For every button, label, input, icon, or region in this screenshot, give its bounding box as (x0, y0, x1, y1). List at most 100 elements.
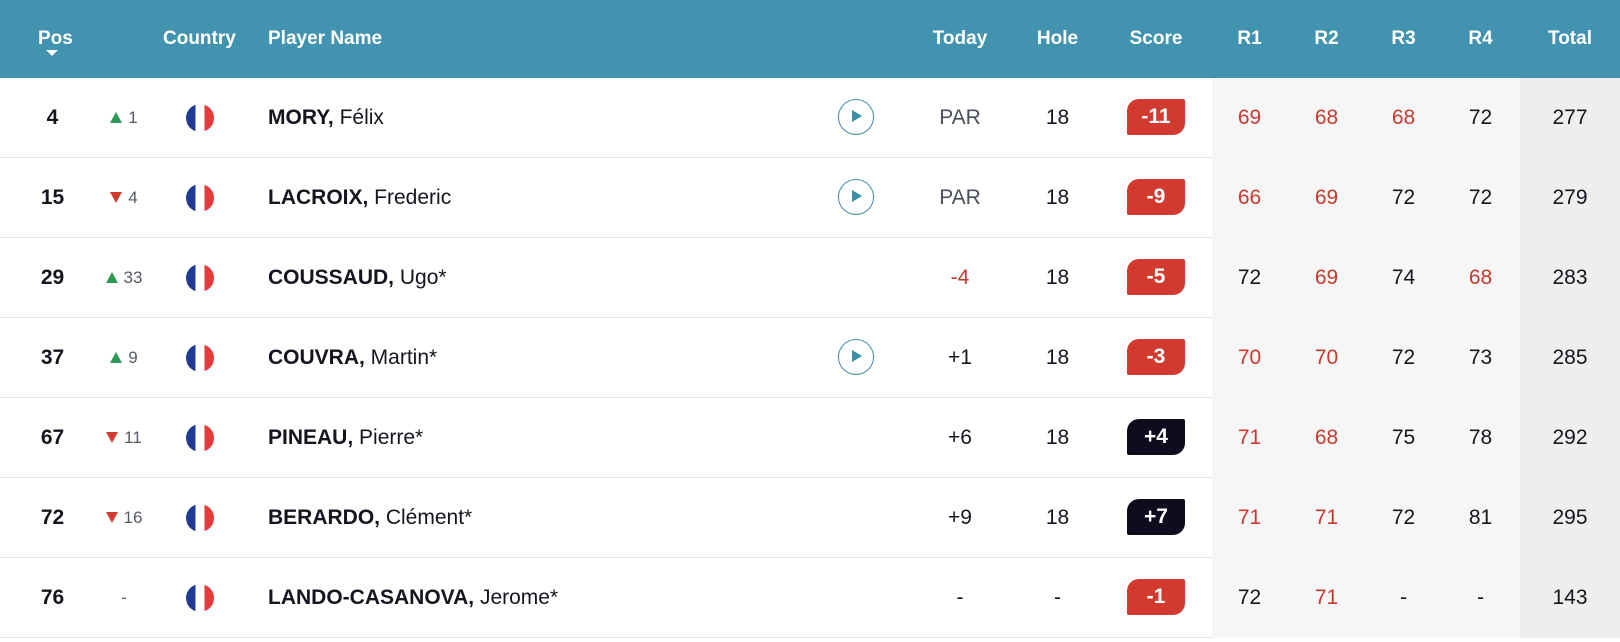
arrow-up-icon (110, 112, 123, 123)
today-score: PAR (939, 106, 981, 129)
today-score: +6 (948, 426, 972, 449)
round-r1-score: 66 (1237, 186, 1262, 209)
column-header-hole: Hole (1036, 28, 1079, 49)
player-row[interactable]: 76 - LANDO-CASANOVA, Jerome* - - -1 72 71 - - 143 (0, 558, 1620, 638)
player-row[interactable]: 67 11 PINEAU, Pierre* +6 18 +4 71 68 75 78 292 (0, 398, 1620, 478)
total-score: 292 (1552, 426, 1588, 449)
position: 15 (40, 186, 65, 209)
total-shade (1520, 558, 1620, 638)
column-header-r3: R3 (1391, 28, 1416, 49)
player-last-name: PINEAU, (268, 426, 354, 449)
round-r2-score: 68 (1314, 426, 1339, 449)
movement: 11 (94, 398, 154, 478)
round-r1-score: 71 (1237, 426, 1262, 449)
hole: 18 (1045, 266, 1070, 289)
round-r1-score: 72 (1237, 266, 1262, 289)
today-score: PAR (939, 186, 981, 209)
hole: 18 (1045, 346, 1070, 369)
rounds-shade (1212, 318, 1520, 398)
player-last-name: MORY, (268, 106, 334, 129)
round-r2-score: 70 (1314, 346, 1339, 369)
total-score: 143 (1552, 586, 1588, 609)
column-header-country: Country (163, 28, 236, 49)
score-badge: -11 (1127, 99, 1185, 135)
round-r3-score: 75 (1391, 426, 1416, 449)
position: 37 (40, 346, 65, 369)
play-icon[interactable] (838, 99, 874, 135)
player-name[interactable]: LACROIX, Frederic (268, 158, 828, 238)
player-row[interactable]: 4 1 MORY, Félix PAR 18 -11 69 68 68 72 277 (0, 78, 1620, 158)
player-last-name: LACROIX, (268, 186, 369, 209)
player-name[interactable]: COUVRA, Martin* (268, 318, 828, 398)
arrow-up-icon (105, 272, 118, 283)
rounds-shade (1212, 158, 1520, 238)
france-flag-icon (186, 264, 214, 292)
total-score: 277 (1552, 106, 1588, 129)
round-r1-score: 70 (1237, 346, 1262, 369)
movement-value: - (121, 588, 127, 607)
column-header-pos[interactable]: Pos (38, 28, 73, 49)
player-row[interactable]: 37 9 COUVRA, Martin* +1 18 -3 70 70 72 73 285 (0, 318, 1620, 398)
france-flag-icon (186, 184, 214, 212)
hole: 18 (1045, 506, 1070, 529)
player-first-name: Pierre* (353, 426, 424, 449)
round-r3-score: 74 (1391, 266, 1416, 289)
rounds-shade (1212, 238, 1520, 318)
today-score: +1 (948, 346, 972, 369)
player-name[interactable]: LANDO-CASANOVA, Jerome* (268, 558, 828, 638)
player-first-name: Martin* (364, 346, 438, 369)
movement: 9 (94, 318, 154, 398)
round-r3-score: 72 (1391, 346, 1416, 369)
score-badge: -9 (1127, 179, 1185, 215)
round-r1-score: 69 (1237, 106, 1262, 129)
rounds-shade (1212, 558, 1520, 638)
player-row[interactable]: 72 16 BERARDO, Clément* +9 18 +7 71 71 72 81 295 (0, 478, 1620, 558)
total-shade (1520, 318, 1620, 398)
player-first-name: Jerome* (474, 586, 559, 609)
today-score: +9 (948, 506, 972, 529)
round-r3-score: 72 (1391, 186, 1416, 209)
round-r4-score: 73 (1468, 346, 1493, 369)
hole: 18 (1045, 186, 1070, 209)
score-badge: -5 (1127, 259, 1185, 295)
total-shade (1520, 78, 1620, 158)
player-first-name: Frederic (368, 186, 452, 209)
france-flag-icon (186, 344, 214, 372)
arrow-down-icon (110, 192, 123, 203)
sort-down-icon[interactable] (46, 50, 58, 56)
column-header-total: Total (1548, 28, 1592, 49)
column-header-score: Score (1129, 28, 1183, 49)
player-row[interactable]: 15 4 LACROIX, Frederic PAR 18 -9 66 69 72 72 279 (0, 158, 1620, 238)
round-r2-score: 71 (1314, 506, 1339, 529)
player-name[interactable]: COUSSAUD, Ugo* (268, 238, 828, 318)
position: 67 (40, 426, 65, 449)
france-flag-icon (186, 424, 214, 452)
player-last-name: LANDO-CASANOVA, (268, 586, 475, 609)
rounds-shade (1212, 398, 1520, 478)
rounds-shade (1212, 478, 1520, 558)
round-r4-score: 81 (1468, 506, 1493, 529)
movement-value: 33 (123, 268, 143, 287)
player-name[interactable]: PINEAU, Pierre* (268, 398, 828, 478)
hole: - (1054, 586, 1061, 609)
hole: 18 (1045, 106, 1070, 129)
total-score: 285 (1552, 346, 1588, 369)
total-score: 283 (1552, 266, 1588, 289)
player-name[interactable]: MORY, Félix (268, 78, 828, 158)
player-last-name: BERARDO, (268, 506, 381, 529)
round-r2-score: 68 (1314, 106, 1339, 129)
movement: 16 (94, 478, 154, 558)
play-icon[interactable] (838, 339, 874, 375)
player-name[interactable]: BERARDO, Clément* (268, 478, 828, 558)
arrow-up-icon (110, 352, 123, 363)
column-header-r1: R1 (1237, 28, 1262, 49)
total-shade (1520, 398, 1620, 478)
movement: 4 (94, 158, 154, 238)
movement-value: 9 (128, 348, 138, 367)
round-r2-score: 69 (1314, 186, 1339, 209)
score-badge: +7 (1127, 499, 1185, 535)
player-row[interactable]: 29 33 COUSSAUD, Ugo* -4 18 -5 72 69 74 68 283 (0, 238, 1620, 318)
play-icon[interactable] (838, 179, 874, 215)
player-last-name: COUSSAUD, (268, 266, 395, 289)
